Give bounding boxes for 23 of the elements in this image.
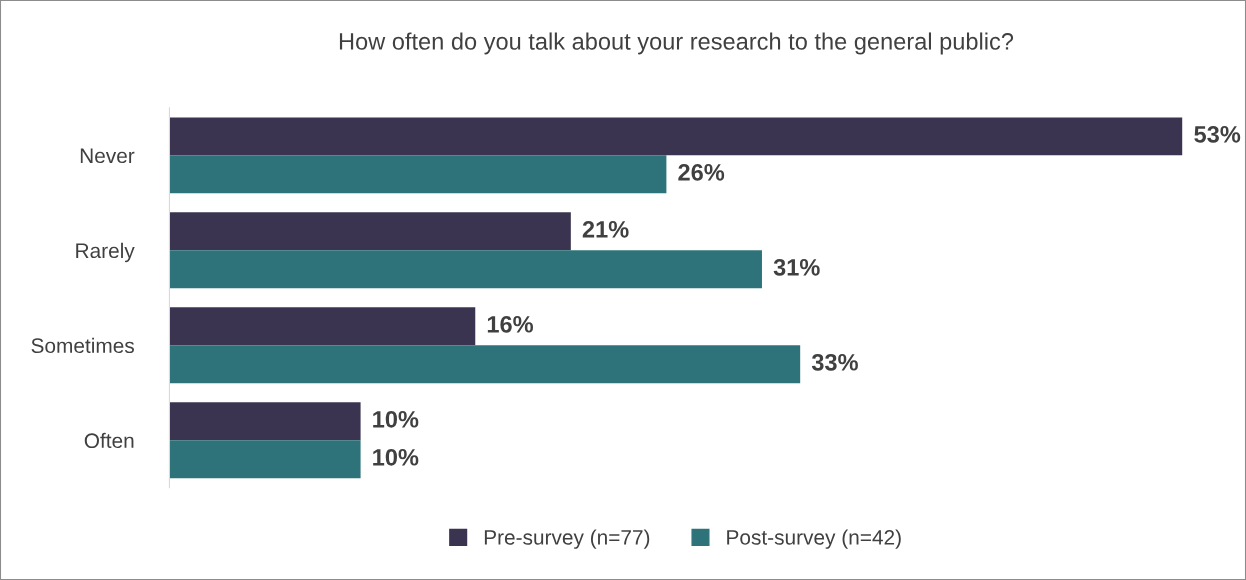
- bar: [169, 155, 667, 194]
- legend-label: Pre-survey (n=77): [484, 529, 650, 549]
- data-label: 26%: [678, 163, 725, 181]
- data-label: 10%: [373, 410, 419, 428]
- bar: [169, 250, 762, 289]
- data-label: 33%: [811, 353, 858, 371]
- bar: [169, 117, 1183, 156]
- data-label: 31%: [773, 258, 820, 276]
- y-tick-label: Rarely: [76, 242, 135, 263]
- bar: [169, 402, 361, 441]
- chart-title: How often do you talk about your research to the general public?: [339, 32, 1014, 55]
- legend-label: Post-survey (n=42): [727, 529, 901, 549]
- data-label: 21%: [582, 220, 629, 238]
- data-label: 53%: [1194, 125, 1241, 143]
- bar: [169, 345, 801, 384]
- bar: [169, 440, 361, 479]
- y-tick-label: Often: [84, 432, 134, 449]
- bar: [169, 212, 571, 251]
- bar: [169, 307, 476, 346]
- data-label: 10%: [373, 448, 419, 466]
- data-label: 16%: [487, 315, 534, 333]
- y-tick-label: Never: [80, 148, 135, 164]
- y-tick-label: Sometimes: [31, 337, 134, 354]
